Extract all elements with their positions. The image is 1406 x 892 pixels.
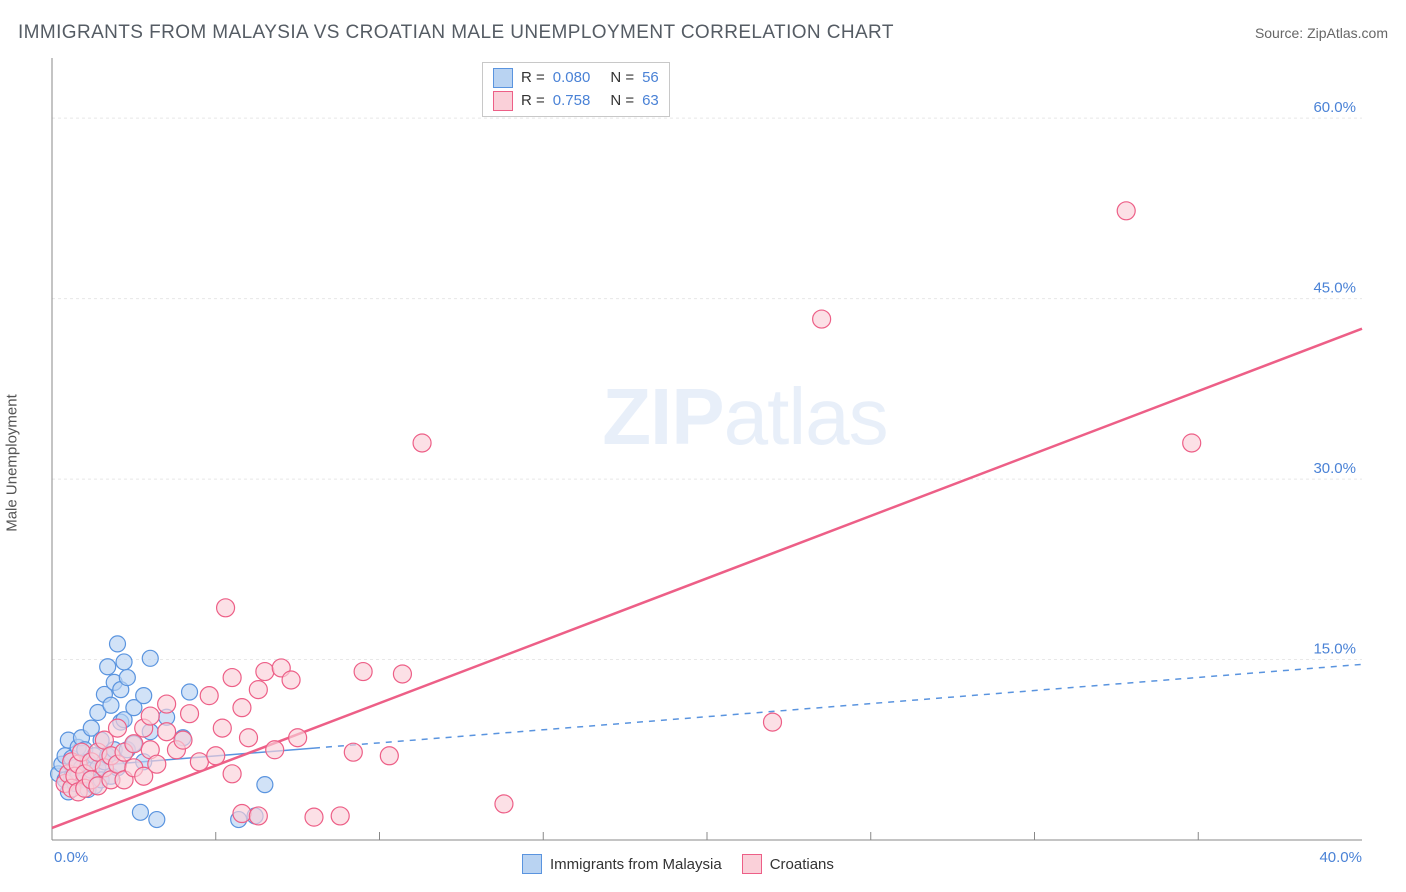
svg-text:0.0%: 0.0%	[54, 849, 88, 866]
corr-n-value: 56	[642, 67, 659, 90]
legend-label: Croatians	[770, 856, 834, 873]
corr-r-value: 0.080	[553, 67, 591, 90]
chart: Male Unemployment 15.0%30.0%45.0%60.0%0.…	[42, 58, 1382, 868]
corr-n-label: N =	[610, 67, 634, 90]
corr-n-label: N =	[610, 90, 634, 113]
series-legend: Immigrants from Malaysia Croatians	[522, 854, 834, 874]
swatch-icon	[493, 68, 513, 88]
legend-label: Immigrants from Malaysia	[550, 856, 722, 873]
svg-text:60.0%: 60.0%	[1313, 99, 1356, 116]
svg-text:15.0%: 15.0%	[1313, 641, 1356, 658]
swatch-icon	[742, 854, 762, 874]
svg-text:40.0%: 40.0%	[1319, 849, 1362, 866]
legend-item-croatians: Croatians	[742, 854, 834, 874]
scatter-plot: 15.0% 30.0% 45.0% 60.0% 0.0% 40.0%	[42, 58, 1382, 868]
corr-row-croatians: R = 0.758 N = 63	[493, 90, 659, 113]
legend-item-malaysia: Immigrants from Malaysia	[522, 854, 722, 874]
corr-n-value: 63	[642, 90, 659, 113]
corr-r-label: R =	[521, 67, 545, 90]
page-title: IMMIGRANTS FROM MALAYSIA VS CROATIAN MAL…	[18, 22, 894, 44]
svg-text:45.0%: 45.0%	[1313, 280, 1356, 297]
corr-r-value: 0.758	[553, 90, 591, 113]
source-label: Source: ZipAtlas.com	[1255, 25, 1388, 41]
y-axis-label: Male Unemployment	[4, 394, 21, 532]
svg-text:30.0%: 30.0%	[1313, 460, 1356, 477]
correlation-legend: R = 0.080 N = 56 R = 0.758 N = 63	[482, 62, 670, 117]
corr-row-malaysia: R = 0.080 N = 56	[493, 67, 659, 90]
swatch-icon	[493, 91, 513, 111]
swatch-icon	[522, 854, 542, 874]
corr-r-label: R =	[521, 90, 545, 113]
